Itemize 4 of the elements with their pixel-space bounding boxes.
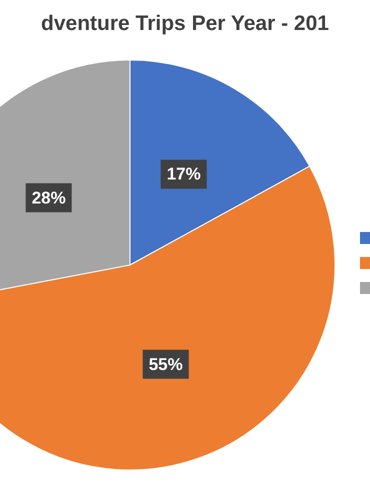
data-label: 17% [166, 164, 201, 184]
data-label: 28% [32, 188, 66, 208]
chart-title: dventure Trips Per Year - 201 [41, 12, 330, 35]
data-label: 55% [148, 354, 183, 374]
